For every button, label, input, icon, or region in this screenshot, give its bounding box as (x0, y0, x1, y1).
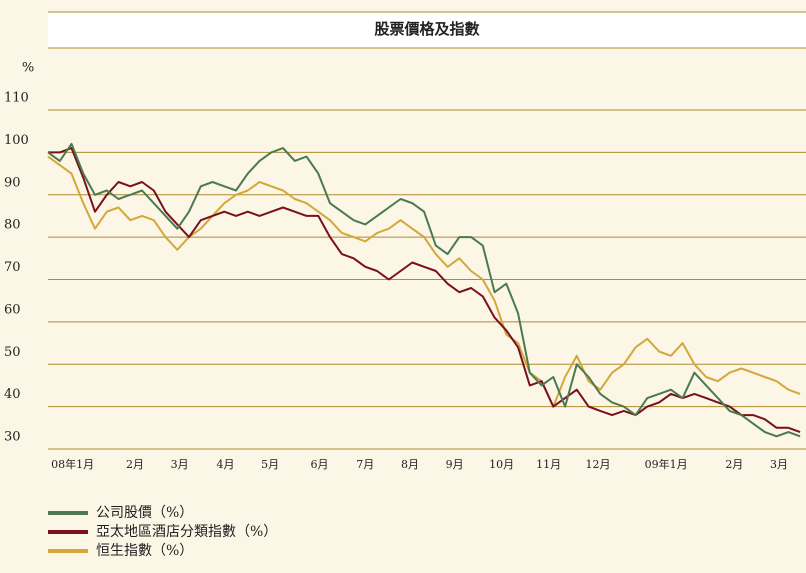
x-tick-label: 2月 (126, 458, 144, 471)
y-tick-label: 40 (4, 387, 21, 402)
title-band (48, 12, 806, 48)
x-tick-label: 11月 (536, 458, 561, 471)
series-line (47, 155, 801, 408)
x-tick-label: 3月 (770, 458, 788, 471)
x-tick-label: 7月 (356, 458, 374, 471)
x-tick-label: 10月 (489, 458, 514, 471)
x-tick-label: 6月 (310, 458, 328, 471)
y-tick-label: 60 (4, 302, 21, 317)
y-tick-label: 100 (4, 133, 29, 148)
legend-label: 亞太地區酒店分類指數（%） (96, 524, 277, 540)
y-tick-label: 70 (4, 260, 21, 275)
y-tick-label: 110 (4, 91, 29, 106)
x-tick-label: 8月 (401, 458, 419, 471)
x-tick-label: 5月 (261, 458, 279, 471)
x-tick-label: 2月 (725, 458, 743, 471)
y-tick-label: 50 (4, 345, 21, 360)
x-tick-label: 4月 (216, 458, 234, 471)
legend-label: 恒生指數（%） (96, 543, 193, 559)
y-tick-label: 80 (4, 218, 21, 233)
x-tick-label: 08年1月 (51, 457, 94, 471)
legend-label: 公司股價（%） (96, 504, 193, 521)
x-tick-label: 9月 (446, 458, 464, 471)
y-tick-label: 90 (4, 175, 21, 190)
chart-title: 股票價格及指數 (374, 20, 479, 38)
x-tick-label: 12月 (585, 458, 610, 471)
series-line (48, 147, 801, 434)
x-tick-label: 09年1月 (645, 457, 688, 471)
x-tick-label: 3月 (171, 458, 189, 471)
series-line (47, 142, 801, 438)
y-tick-label: 30 (4, 430, 21, 445)
y-axis-label: % (22, 61, 34, 76)
